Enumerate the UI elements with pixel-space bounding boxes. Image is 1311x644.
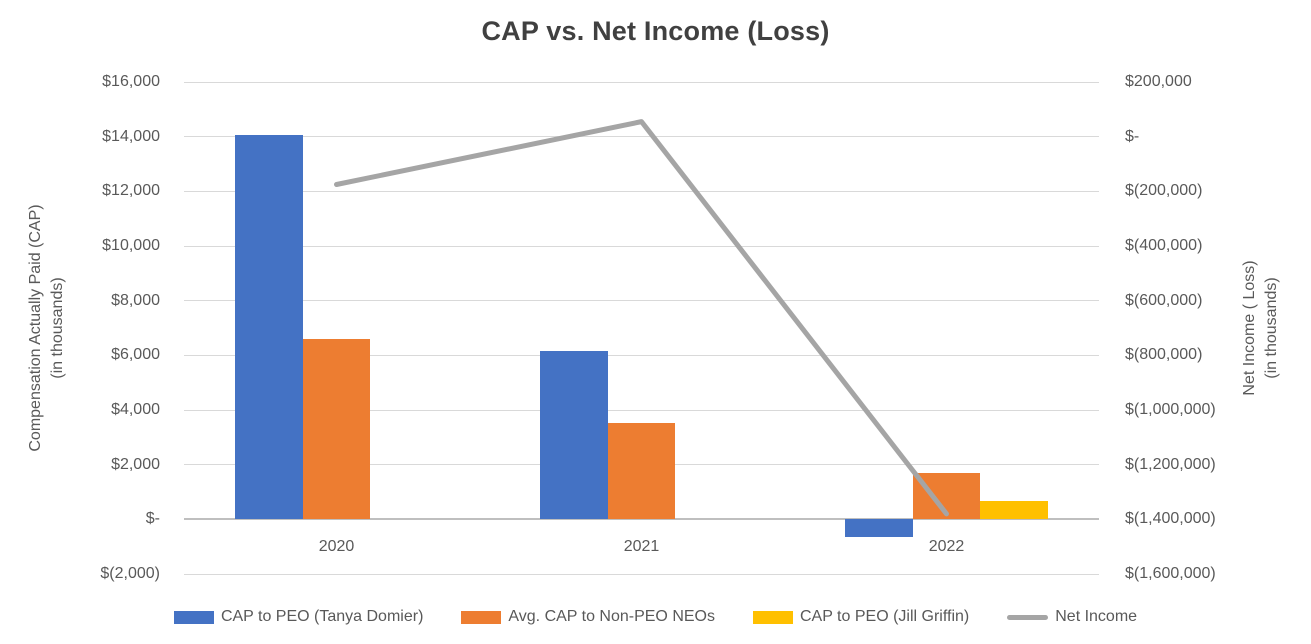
legend-item-avg-cap-to-non-peo-neos: Avg. CAP to Non-PEO NEOs [461,608,715,626]
left-axis-tick-label: $- [145,510,160,528]
right-axis-tick-label: $(1,600,000) [1125,565,1216,582]
left-axis-tick-label: $16,000 [102,73,160,90]
right-axis-tick-label: $(400,000) [1125,237,1203,254]
chart-title: CAP vs. Net Income (Loss) [481,16,830,46]
legend-line-swatch-net-income [1007,614,1049,620]
right-axis-tick-label: $(1,200,000) [1125,455,1216,473]
gridline [184,573,1099,575]
right-axis-tick-label: $200,000 [1125,73,1192,90]
left-axis-tick-label: $10,000 [102,237,160,254]
bar-cap-to-peo-tanya-domier-2022 [844,519,913,538]
right-axis-tick-label: $(1,000,000) [1125,401,1216,418]
bar-avg-cap-to-non-peo-neos-2021 [607,422,676,520]
bar-avg-cap-to-non-peo-neos-2022 [912,473,981,520]
left-axis-tick-label: $4,000 [111,401,160,418]
category-label-2022: 2022 [928,538,965,555]
gridline [184,136,1099,138]
right-axis-tick-label: $- [1125,127,1140,145]
legend-label: CAP to PEO (Tanya Domier) [220,608,424,625]
gridline [184,245,1099,247]
left-axis-tick-label: $14,000 [102,127,160,145]
legend: CAP to PEO (Tanya Domier) Avg. CAP to Non… [0,602,1311,632]
legend-color-swatch-cap-to-peo-jill-griffin [753,610,793,624]
left-axis-tick-label: $(2,000) [100,565,160,582]
legend-label: CAP to PEO (Jill Griffin) [800,608,970,625]
gridline [184,190,1099,192]
left-axis-tick-label: $12,000 [102,182,160,200]
legend-label: Net Income [1055,608,1138,625]
gridline [184,81,1099,83]
bar-cap-to-peo-tanya-domier-2020 [234,135,303,520]
right-axis-title-line1: Net Income ( Loss) [1241,260,1258,396]
gridline [184,300,1099,302]
left-axis-tick-label: $6,000 [111,346,160,364]
category-label-2021: 2021 [623,538,660,555]
right-axis-tick-label: $(200,000) [1125,182,1203,200]
legend-label: Avg. CAP to Non-PEO NEOs [508,608,715,625]
legend-item-cap-to-peo-jill-griffin: CAP to PEO (Jill Griffin) [753,608,969,626]
right-axis-tick-label: $(600,000) [1125,291,1203,309]
left-axis-tick-label: $8,000 [111,291,160,309]
category-label-2020: 2020 [318,538,355,555]
legend-item-net-income: Net Income [1007,608,1137,626]
legend-color-swatch-avg-cap-to-non-peo-neos [461,610,502,624]
legend-color-swatch-cap-to-peo-tanya-domier [173,610,214,624]
bar-avg-cap-to-non-peo-neos-2020 [302,339,371,520]
bar-cap-to-peo-tanya-domier-2021 [539,351,608,520]
right-axis-tick-label: $(1,400,000) [1125,510,1216,528]
category-axis-line [184,518,1099,521]
legend-item-cap-to-peo-tanya-domier: CAP to PEO (Tanya Domier) [173,608,424,626]
bar-cap-to-peo-jill-griffin-2022 [980,501,1049,520]
right-axis-tick-label: $(800,000) [1125,346,1203,364]
left-axis-tick-label: $2,000 [111,455,160,473]
